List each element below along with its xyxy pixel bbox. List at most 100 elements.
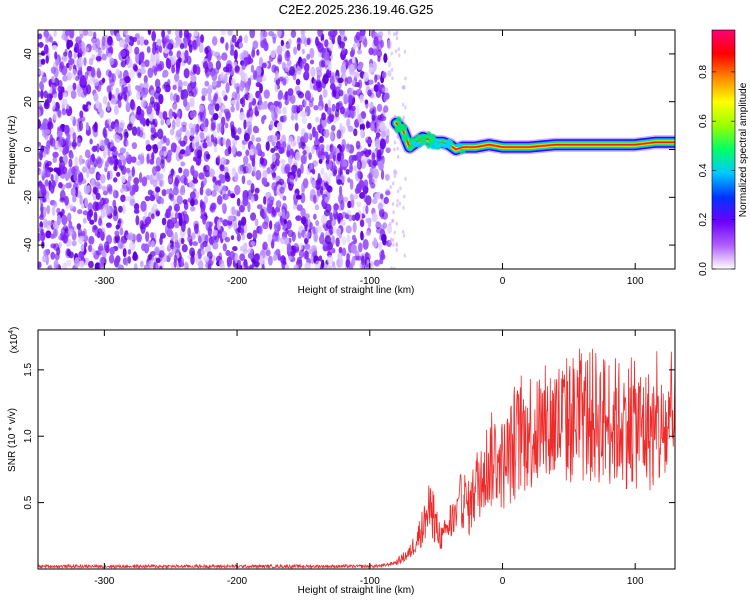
noise-speck xyxy=(153,90,161,100)
noise-speck xyxy=(54,51,58,60)
noise-speck xyxy=(236,197,241,207)
noise-speck xyxy=(161,217,167,226)
noise-speck xyxy=(151,152,155,161)
noise-speck xyxy=(115,32,121,42)
noise-speck xyxy=(126,180,131,192)
noise-speck xyxy=(332,226,337,234)
noise-speck xyxy=(109,246,115,256)
noise-speck xyxy=(304,243,311,250)
noise-speck xyxy=(179,149,186,155)
noise-speck xyxy=(160,119,164,126)
noise-speck xyxy=(256,76,263,83)
noise-speck xyxy=(52,44,58,51)
noise-speck xyxy=(93,92,99,102)
noise-speck xyxy=(61,214,68,226)
noise-speck xyxy=(324,196,329,203)
noise-speck xyxy=(294,122,299,132)
noise-speck xyxy=(386,223,393,234)
noise-speck xyxy=(148,259,155,269)
noise-speck xyxy=(376,103,383,112)
noise-speck xyxy=(74,257,80,268)
noise-speck xyxy=(261,75,267,82)
noise-speck xyxy=(70,90,77,100)
noise-speck xyxy=(272,209,277,216)
noise-speck xyxy=(226,256,233,267)
noise-speck xyxy=(368,47,374,56)
noise-speck xyxy=(352,90,358,96)
noise-speck xyxy=(250,183,255,194)
noise-speck xyxy=(225,63,233,73)
noise-speck xyxy=(402,84,406,89)
noise-speck xyxy=(180,174,187,184)
noise-speck xyxy=(149,194,156,202)
noise-speck xyxy=(212,241,219,250)
noise-speck xyxy=(100,139,106,151)
noise-speck xyxy=(125,140,130,147)
noise-speck xyxy=(42,196,46,203)
noise-speck xyxy=(309,59,315,65)
noise-speck xyxy=(333,30,338,36)
noise-speck xyxy=(218,137,223,146)
noise-speck xyxy=(365,120,370,129)
carrier-blob xyxy=(430,143,438,150)
noise-speck xyxy=(133,208,140,214)
noise-speck xyxy=(129,68,135,78)
noise-speck xyxy=(292,245,297,255)
noise-speck xyxy=(192,241,198,247)
noise-speck xyxy=(169,194,175,202)
noise-speck xyxy=(366,259,370,265)
noise-speck xyxy=(247,93,254,103)
noise-speck xyxy=(284,264,290,269)
noise-speck xyxy=(85,122,90,131)
noise-speck xyxy=(386,39,393,50)
noise-speck xyxy=(122,204,126,214)
chart-title: C2E2.2025.236.19.46.G25 xyxy=(279,2,434,17)
noise-speck xyxy=(393,230,396,235)
noise-speck xyxy=(125,167,131,174)
noise-speck xyxy=(233,49,238,61)
noise-speck xyxy=(78,235,85,241)
noise-speck xyxy=(317,105,323,112)
noise-speck xyxy=(356,42,360,48)
noise-speck xyxy=(208,168,215,178)
noise-speck xyxy=(129,241,136,251)
noise-speck xyxy=(238,35,243,43)
noise-speck xyxy=(115,68,120,76)
noise-speck xyxy=(171,119,176,130)
noise-speck xyxy=(72,82,77,91)
noise-speck xyxy=(81,41,86,53)
noise-speck xyxy=(280,39,285,47)
noise-speck xyxy=(368,67,375,74)
noise-speck xyxy=(107,149,111,157)
noise-speck xyxy=(51,179,56,190)
noise-speck xyxy=(108,254,115,264)
noise-speck xyxy=(51,100,56,110)
noise-speck xyxy=(377,202,383,211)
noise-speck xyxy=(315,66,322,73)
noise-speck xyxy=(351,234,357,241)
noise-speck xyxy=(304,69,310,78)
noise-speck xyxy=(395,247,398,252)
noise-speck xyxy=(78,120,84,132)
noise-speck xyxy=(396,198,399,203)
noise-speck xyxy=(360,111,367,120)
noise-speck xyxy=(92,186,98,195)
noise-speck xyxy=(402,233,406,238)
noise-speck xyxy=(105,204,111,215)
noise-speck xyxy=(131,142,138,150)
noise-speck xyxy=(151,166,157,176)
noise-speck xyxy=(207,93,212,102)
noise-speck xyxy=(215,60,222,70)
noise-speck xyxy=(167,149,172,157)
noise-speck xyxy=(292,204,297,210)
noise-speck xyxy=(101,185,107,192)
colorbar-tick-label: 0.0 xyxy=(698,262,709,276)
noise-speck xyxy=(206,133,212,144)
noise-speck xyxy=(262,221,269,230)
noise-speck xyxy=(133,203,140,211)
noise-speck xyxy=(331,103,336,112)
noise-speck xyxy=(206,141,213,147)
noise-speck xyxy=(183,97,188,108)
snr-scale-factor: (x104) xyxy=(8,327,20,354)
noise-speck xyxy=(375,222,382,228)
